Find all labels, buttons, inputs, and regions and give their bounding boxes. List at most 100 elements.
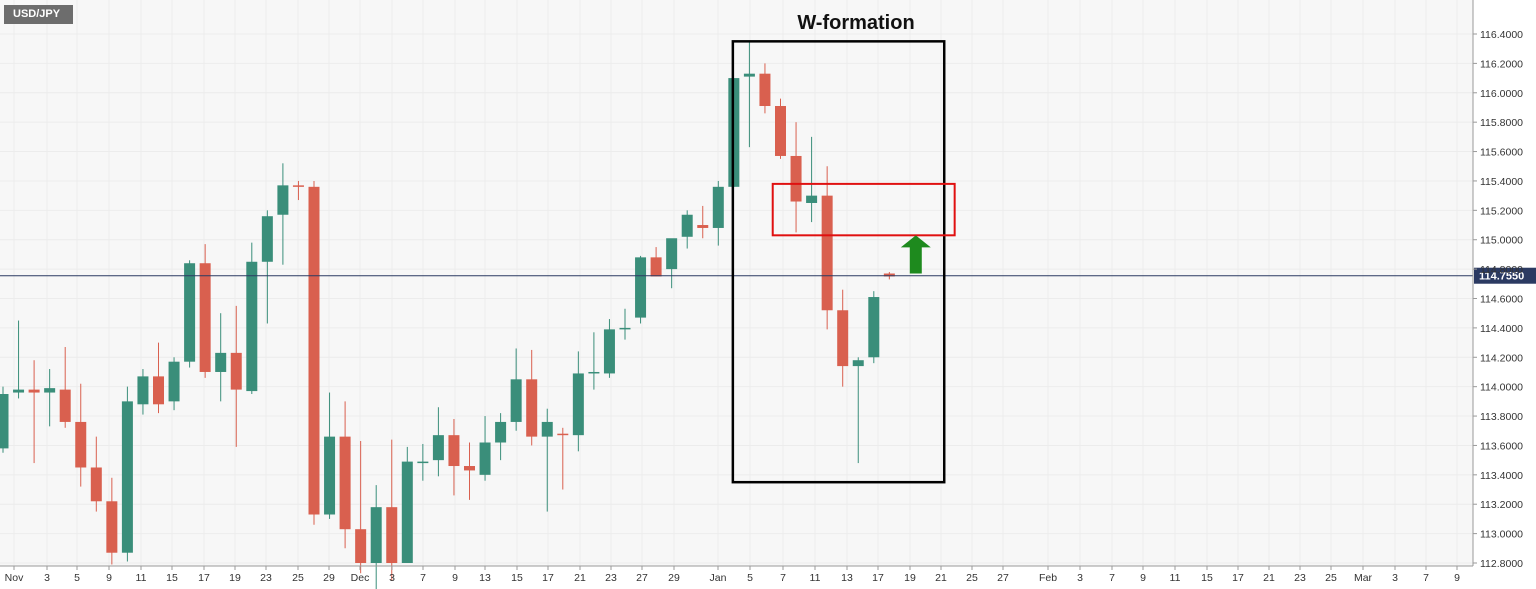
candle[interactable] [59,346,71,428]
candle[interactable] [650,247,662,277]
candle[interactable] [184,260,196,368]
candle-body [75,421,87,468]
candle[interactable] [541,408,553,512]
candle-body [215,352,227,372]
candle-body [261,216,273,262]
x-tick-label: 9 [452,572,458,584]
candle[interactable] [868,291,880,364]
candle[interactable] [681,210,693,249]
candle[interactable] [90,436,102,512]
candle-body [44,388,56,393]
candle[interactable] [324,392,336,519]
y-tick-label: 114.6000 [1480,294,1523,306]
candle[interactable] [790,122,802,233]
candle[interactable] [261,210,273,324]
candle[interactable] [75,383,87,487]
candle[interactable] [806,136,818,223]
candle[interactable] [852,357,864,464]
candle[interactable] [479,416,491,481]
candle[interactable] [448,418,460,496]
candle[interactable] [106,477,118,565]
candle[interactable] [759,63,771,114]
x-tick-label: 15 [1201,572,1213,584]
y-tick-label: 115.8000 [1480,117,1523,129]
candle-body [417,461,429,464]
candle[interactable] [603,319,615,378]
candle[interactable] [339,401,351,549]
candle[interactable] [215,313,227,402]
y-tick-label: 113.0000 [1480,529,1523,541]
candle[interactable] [635,255,647,324]
candle[interactable] [137,369,149,415]
y-tick-label: 116.0000 [1480,88,1523,100]
candle[interactable] [666,238,678,289]
candle-body [401,461,413,563]
candle[interactable] [386,439,398,581]
candle[interactable] [619,308,631,340]
candle[interactable] [588,332,600,390]
candle[interactable] [199,244,211,378]
candle[interactable] [153,342,164,414]
candle[interactable] [0,386,9,453]
candle[interactable] [28,360,40,464]
x-tick-label: 9 [1454,572,1460,584]
candle[interactable] [743,41,755,148]
candle[interactable] [712,180,724,246]
pattern-label: W-formation [797,12,915,34]
candle-body [572,373,584,436]
candle[interactable] [464,442,475,500]
candle[interactable] [370,485,382,589]
candle[interactable] [572,351,584,452]
candle[interactable] [697,205,709,239]
candle[interactable] [355,441,367,574]
candle[interactable] [775,98,786,159]
x-tick-label: 9 [1140,572,1146,584]
candle[interactable] [401,446,413,563]
x-tick-label: 19 [904,572,916,584]
candle-body [13,389,25,393]
candle-body [681,214,693,237]
candle[interactable] [432,407,444,477]
x-tick-label: 17 [872,572,884,584]
candle[interactable] [246,242,258,395]
candle-body [697,225,709,228]
x-tick-label: 27 [997,572,1009,584]
candle[interactable] [308,180,320,525]
candle-body [199,263,211,372]
x-tick-label: 5 [74,572,80,584]
candle[interactable] [495,413,507,461]
candle-body [137,376,149,405]
candle-body [526,379,538,437]
candle[interactable] [821,166,833,330]
candle-body [0,394,9,449]
candle[interactable] [168,357,180,411]
candle[interactable] [44,369,56,427]
candle-body [806,195,818,203]
x-tick-label: 25 [292,572,304,584]
candle[interactable] [277,163,289,265]
y-tick-label: 115.0000 [1480,235,1523,247]
y-tick-label: 113.4000 [1480,470,1523,482]
y-tick-label: 113.6000 [1480,440,1523,452]
candle[interactable] [292,180,304,201]
resistance-zone-box [771,182,956,237]
candle-body [168,361,180,402]
x-tick-label: 29 [323,572,335,584]
candle[interactable] [557,427,569,490]
candle-body [588,371,600,374]
candle[interactable] [13,320,25,399]
candle[interactable] [417,443,429,481]
candle-body [541,421,553,437]
candle[interactable] [837,289,849,387]
y-tick-label: 115.4000 [1480,176,1523,188]
symbol-label[interactable]: USD/JPY [4,5,73,24]
candle-body [90,467,102,502]
candle-body [821,195,833,311]
candle[interactable] [526,349,538,446]
candle[interactable] [510,348,522,431]
candle[interactable] [121,386,133,562]
candle-body [153,376,164,405]
candle[interactable] [230,305,242,447]
